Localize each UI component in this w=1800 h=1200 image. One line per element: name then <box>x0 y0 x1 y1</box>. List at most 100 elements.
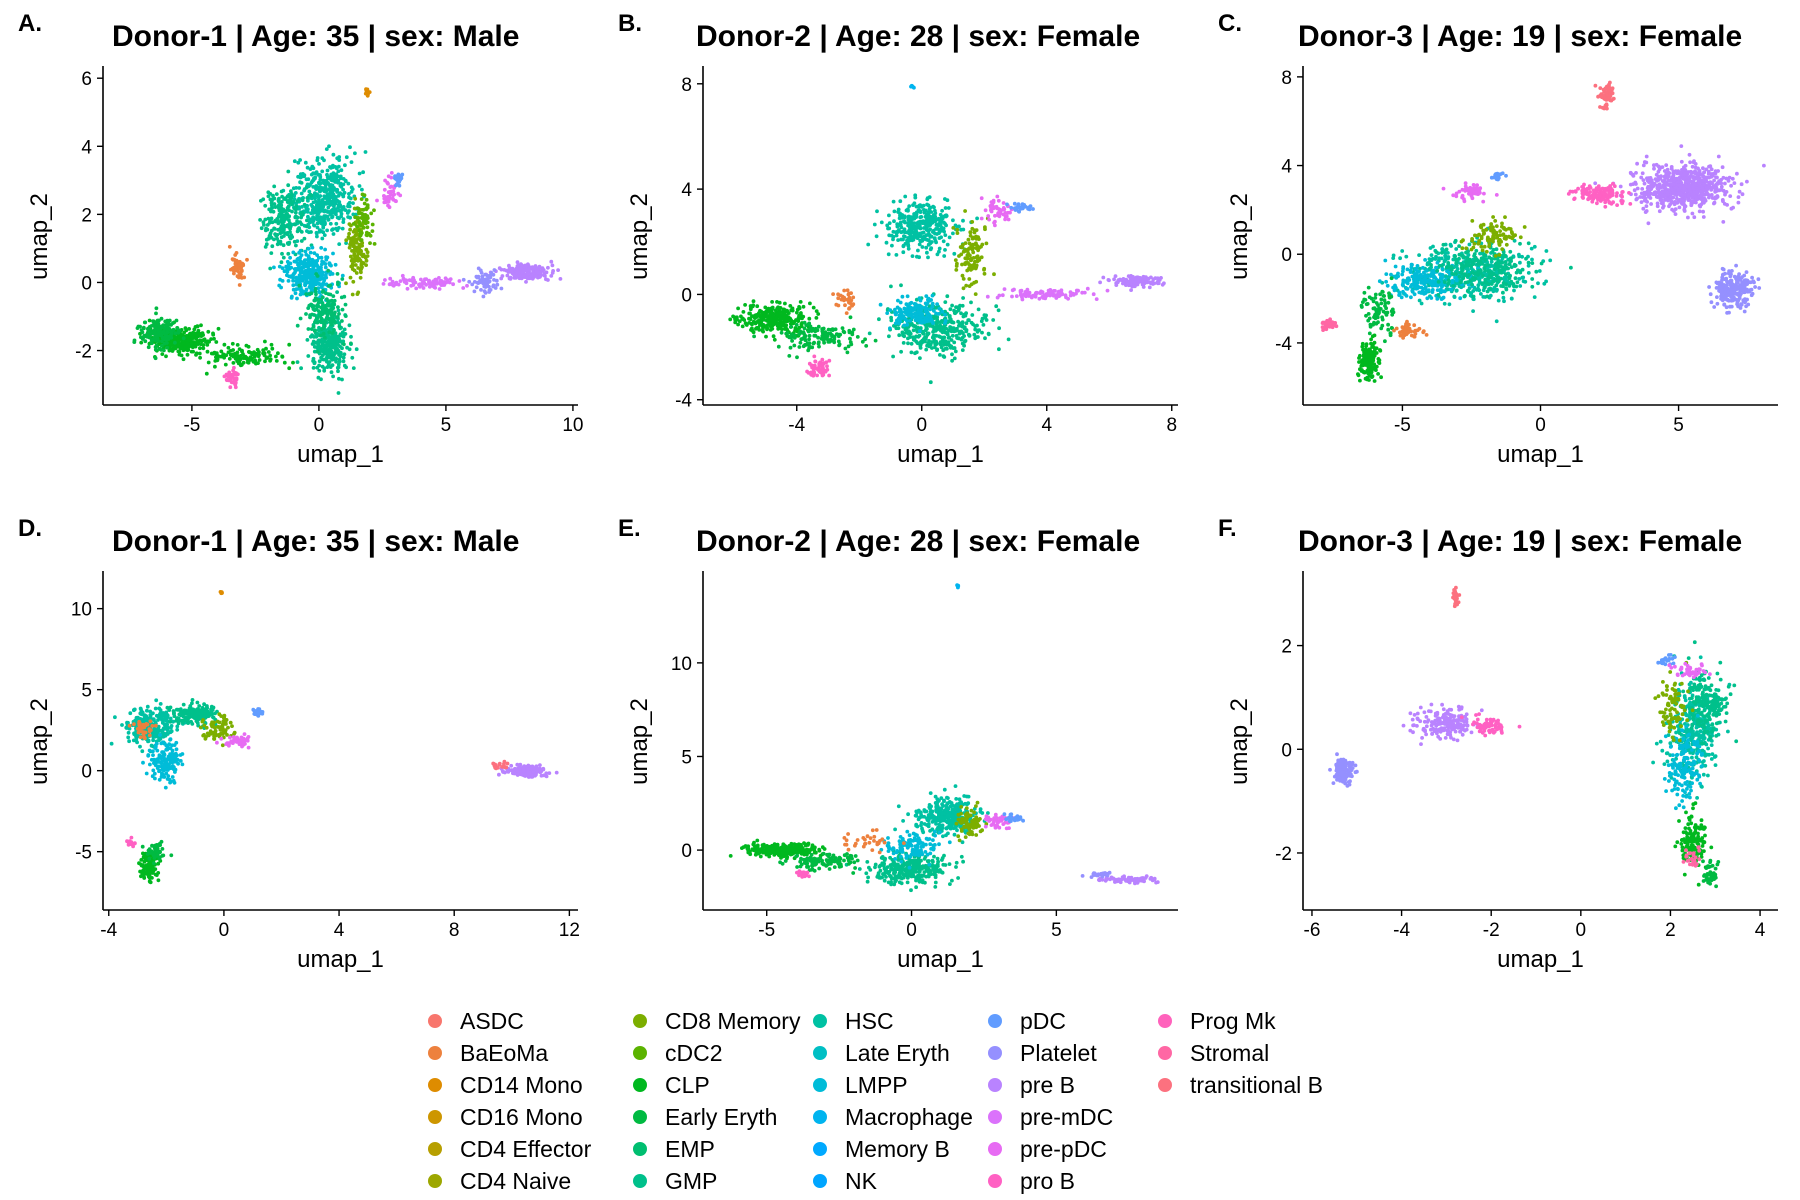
data-point <box>758 309 763 314</box>
data-point <box>928 380 933 385</box>
data-point <box>804 323 809 327</box>
data-point <box>1518 260 1522 265</box>
data-point <box>281 207 286 212</box>
data-point <box>299 181 304 185</box>
data-point <box>334 226 338 231</box>
data-point <box>925 202 929 207</box>
data-point <box>488 275 493 280</box>
data-point <box>165 330 170 335</box>
data-point <box>316 204 321 209</box>
data-point <box>252 355 257 359</box>
data-point <box>982 271 987 276</box>
data-point <box>399 173 404 178</box>
data-point <box>280 266 285 271</box>
data-point <box>340 273 345 278</box>
data-point <box>165 345 170 350</box>
data-point <box>863 337 867 342</box>
data-point <box>802 331 806 336</box>
data-point <box>910 254 915 258</box>
data-point <box>952 329 957 334</box>
data-point <box>1000 293 1005 298</box>
data-point <box>1012 287 1016 292</box>
data-point <box>1037 296 1042 301</box>
data-point <box>173 331 178 336</box>
data-point <box>991 200 996 205</box>
data-point <box>976 235 980 240</box>
data-point <box>1404 254 1409 259</box>
data-point <box>942 335 947 340</box>
data-point <box>897 333 902 338</box>
data-point <box>811 305 816 310</box>
data-point <box>320 339 325 344</box>
data-point <box>333 198 338 203</box>
data-point <box>903 194 908 199</box>
data-point <box>961 286 966 291</box>
data-point <box>232 265 236 270</box>
data-point <box>953 349 958 354</box>
data-point <box>960 320 965 325</box>
data-point <box>836 303 841 308</box>
data-point <box>279 260 284 265</box>
data-point <box>421 280 426 285</box>
data-point <box>1523 279 1528 284</box>
data-point <box>224 377 229 382</box>
data-point <box>889 318 894 323</box>
data-point <box>269 216 274 221</box>
data-point <box>445 278 450 282</box>
data-point <box>906 208 910 213</box>
data-point <box>963 256 968 261</box>
data-point <box>361 207 366 212</box>
data-point <box>308 192 313 197</box>
data-point <box>849 291 853 295</box>
data-point <box>916 248 920 253</box>
data-point <box>309 172 314 177</box>
data-point <box>329 298 334 303</box>
data-point <box>866 242 871 247</box>
data-point <box>937 231 941 236</box>
data-point <box>494 278 499 283</box>
data-point <box>391 189 396 194</box>
data-point <box>280 279 285 283</box>
data-point <box>930 301 935 306</box>
data-point <box>239 269 244 273</box>
data-point <box>495 282 500 287</box>
data-point <box>952 346 957 350</box>
data-point <box>321 282 326 286</box>
data-point <box>932 205 936 210</box>
data-point <box>199 342 203 347</box>
data-point <box>265 223 270 227</box>
data-point <box>902 227 907 232</box>
data-point <box>386 199 391 204</box>
data-point <box>940 338 945 343</box>
data-point <box>906 332 911 336</box>
data-point <box>791 320 795 325</box>
data-point <box>810 364 815 369</box>
data-point <box>966 318 971 323</box>
data-point <box>339 211 344 216</box>
data-point <box>209 337 214 341</box>
data-point <box>815 373 819 378</box>
data-point <box>398 279 403 283</box>
data-point <box>279 285 283 290</box>
data-point <box>1454 264 1458 269</box>
data-point <box>960 303 965 308</box>
data-point <box>987 217 991 222</box>
data-point <box>304 185 309 190</box>
data-point <box>831 292 835 296</box>
data-point <box>341 205 346 209</box>
data-point <box>960 348 965 352</box>
data-point <box>237 275 241 280</box>
data-point <box>887 334 891 339</box>
data-point <box>971 250 976 255</box>
data-point <box>1053 293 1058 297</box>
data-point <box>479 288 483 292</box>
data-point <box>293 291 298 296</box>
data-point <box>860 339 865 344</box>
data-point <box>316 345 321 349</box>
data-point <box>924 347 929 352</box>
data-point <box>201 346 206 351</box>
data-point <box>256 354 261 359</box>
data-point <box>943 318 948 323</box>
data-point <box>848 336 852 341</box>
data-point <box>1439 256 1444 261</box>
